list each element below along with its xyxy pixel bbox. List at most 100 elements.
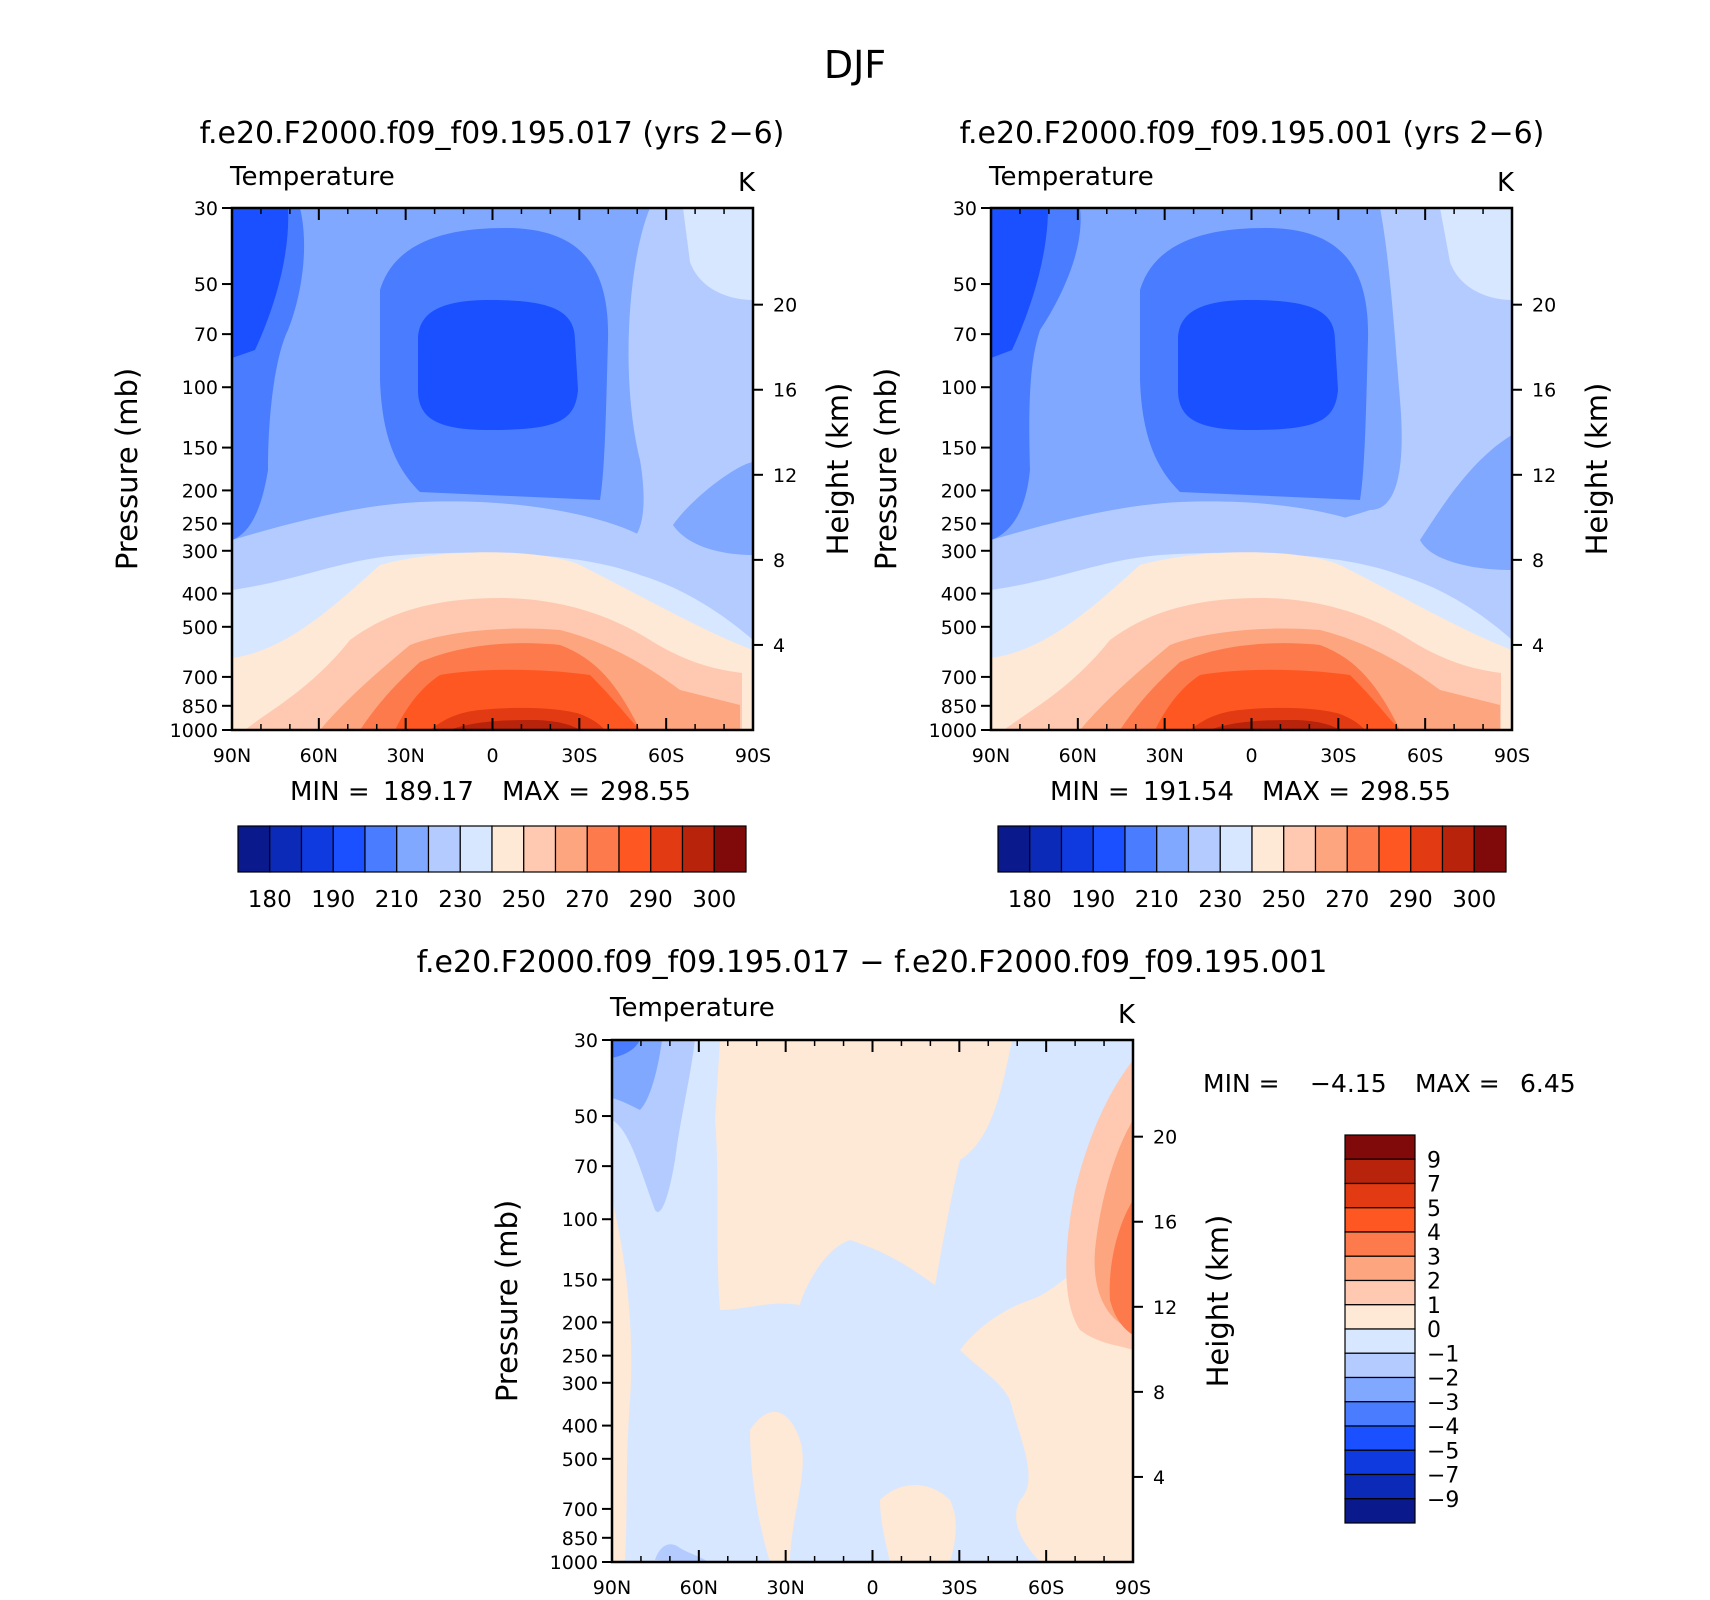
colorbar-swatch <box>1344 1134 1416 1160</box>
colorbar-tick-label: 180 <box>248 887 292 913</box>
axes: 90N 60N 30N 0 30S 60S 90S 30 50 70 100 150 200 250 300… <box>869 198 1614 767</box>
y-tick-label: 50 <box>953 274 977 296</box>
colorbar-swatch <box>1219 825 1253 873</box>
colorbar-tick-label: −7 <box>1427 1464 1459 1489</box>
colorbar-tick-label: 7 <box>1427 1173 1441 1198</box>
y2-tick-label: 20 <box>1532 295 1556 317</box>
contour-fill <box>991 208 1512 730</box>
y-tick-label: 1000 <box>929 720 977 742</box>
x-tick-label: 90N <box>213 745 251 767</box>
colorbar-tick-label: 9 <box>1427 1148 1441 1173</box>
y-tick-label: 700 <box>562 1499 598 1521</box>
y-tick-label: 150 <box>941 438 977 460</box>
y-tick-label: 850 <box>562 1528 598 1550</box>
y-tick-label: 70 <box>574 1156 598 1178</box>
colorbar-swatch <box>1344 1449 1416 1476</box>
y-tick-label: 50 <box>574 1106 598 1128</box>
y-tick-label: 400 <box>182 584 218 606</box>
colorbar-swatch <box>554 825 588 873</box>
colorbar-swatch <box>1344 1473 1416 1500</box>
y-tick-label: 100 <box>182 377 218 399</box>
colorbar-swatch <box>1156 825 1190 873</box>
min-label: MIN = <box>290 777 370 807</box>
colorbar-tick-label: 2 <box>1427 1270 1441 1295</box>
colorbar-swatch <box>618 825 652 873</box>
y2-tick-label: 8 <box>1532 550 1544 572</box>
colorbar-tick-label: −1 <box>1427 1342 1459 1367</box>
panel-control-temperature: f.e20.F2000.f09_f09.195.017 (yrs 2−6) Te… <box>110 116 855 913</box>
y-tick-label: 500 <box>182 617 218 639</box>
colorbar-tick-label: −4 <box>1427 1415 1459 1440</box>
colorbar-tick-label: 190 <box>311 887 355 913</box>
colorbar-tick-label: 230 <box>1198 887 1242 913</box>
colorbar-tick-label: 190 <box>1071 887 1115 913</box>
y-tick-label: 200 <box>182 480 218 502</box>
colorbar-swatch <box>1344 1207 1416 1233</box>
y-tick-label: 500 <box>941 617 977 639</box>
x-tick-label: 60N <box>680 1577 718 1599</box>
colorbar-swatch <box>1344 1279 1416 1306</box>
colorbar-swatch <box>681 825 715 873</box>
y2-tick-label: 20 <box>1153 1127 1177 1149</box>
units-label: K <box>1118 1000 1136 1030</box>
y-tick-label: 300 <box>182 541 218 563</box>
colorbar-tick-label: 290 <box>629 887 673 913</box>
colorbar-swatch <box>650 825 684 873</box>
left-label: Temperature <box>229 162 395 192</box>
colorbar-swatch <box>1283 825 1317 873</box>
colorbar-tick-label: 270 <box>565 887 609 913</box>
colorbar-swatch <box>1410 825 1444 873</box>
colorbar-swatch <box>1344 1425 1416 1451</box>
y2-tick-label: 8 <box>1153 1382 1165 1404</box>
colorbar-tick-label: 250 <box>502 887 546 913</box>
colorbar-swatch <box>300 825 334 873</box>
y-tick-label: 150 <box>562 1270 598 1292</box>
colorbar-tick-label: 300 <box>1452 887 1496 913</box>
y2-tick-label: 16 <box>1532 380 1556 402</box>
colorbar-swatch <box>1187 825 1221 873</box>
colorbar-tick-label: 1 <box>1427 1294 1441 1319</box>
min-value: 189.17 <box>383 777 474 807</box>
colorbar-tick-label: 210 <box>1135 887 1179 913</box>
y-tick-label: 30 <box>953 198 977 220</box>
panel-difference-temperature: f.e20.F2000.f09_f09.195.017 − f.e20.F200… <box>417 945 1576 1599</box>
colorbar-swatch <box>1344 1255 1416 1282</box>
colorbar-swatch <box>586 825 620 873</box>
x-tick-label: 30N <box>766 1577 804 1599</box>
colorbar-swatch <box>1344 1352 1416 1379</box>
colorbar-swatch <box>1092 825 1126 873</box>
y-tick-label: 400 <box>562 1416 598 1438</box>
colorbar-swatch <box>364 825 398 873</box>
colorbar-tick-label: −5 <box>1427 1439 1459 1464</box>
colorbar-swatch <box>1344 1304 1416 1330</box>
colorbar-tick-label: 210 <box>375 887 419 913</box>
units-label: K <box>738 168 756 198</box>
contour-fill <box>232 208 753 730</box>
colorbar-swatch <box>396 825 430 873</box>
colorbar-swatch <box>1378 825 1412 873</box>
x-tick-label: 30S <box>561 745 597 767</box>
y2-tick-label: 4 <box>773 635 785 657</box>
colorbar-swatch <box>1473 825 1507 873</box>
y-tick-label: 200 <box>941 480 977 502</box>
x-tick-label: 0 <box>1245 745 1257 767</box>
left-label: Temperature <box>988 162 1154 192</box>
min-value: −4.15 <box>1310 1069 1387 1098</box>
min-value: 191.54 <box>1143 777 1234 807</box>
y2-tick-label: 20 <box>773 295 797 317</box>
colorbar-swatch <box>1029 825 1063 873</box>
colorbar-swatch <box>1251 825 1285 873</box>
colorbar-swatch <box>997 825 1031 873</box>
axes: 90N 60N 30N 0 30S 60S 90S 30 50 70 100 150 200 250 300… <box>110 198 855 767</box>
x-tick-label: 60S <box>1028 1577 1064 1599</box>
colorbar-swatch <box>237 825 271 873</box>
x-tick-label: 0 <box>866 1577 878 1599</box>
figure-title: DJF <box>824 43 886 87</box>
y2-tick-label: 16 <box>1153 1212 1177 1234</box>
colorbar-tick-label: −9 <box>1427 1488 1459 1513</box>
left-label: Temperature <box>609 993 775 1023</box>
max-label: MAX = <box>502 777 590 807</box>
y-tick-label: 150 <box>182 438 218 460</box>
x-tick-label: 90N <box>972 745 1010 767</box>
